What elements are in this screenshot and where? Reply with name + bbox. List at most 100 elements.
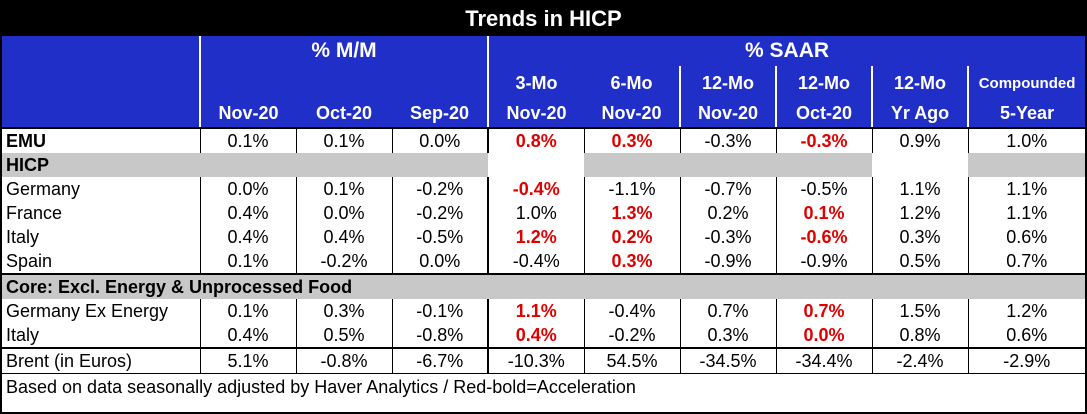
cell: -0.9%	[775, 249, 873, 275]
cell: 0.8%	[871, 323, 969, 349]
cell: 0.7%	[967, 249, 1086, 275]
cell: 1.1%	[967, 201, 1086, 225]
cell: 0.4%	[295, 225, 392, 249]
section-band-core: Core: Excl. Energy & Unprocessed Food	[2, 274, 1086, 299]
band-cell	[776, 153, 873, 177]
header-blank	[2, 99, 200, 129]
cell: 0.1%	[199, 249, 296, 275]
cell: 54.5%	[583, 348, 681, 373]
table-row-italy-core: Italy 0.4% 0.5% -0.8% 0.4% -0.2% 0.3% 0.…	[2, 323, 1086, 349]
cell: 0.1%	[199, 128, 296, 153]
band-cell	[776, 274, 873, 299]
cell: 0.7%	[679, 299, 777, 323]
cell: 0.0%	[391, 249, 489, 275]
header-period: 12-Mo	[679, 66, 777, 99]
header-blank	[2, 66, 200, 99]
cell: 0.3%	[583, 128, 681, 153]
header-period	[296, 66, 392, 99]
cell: -0.4%	[487, 177, 585, 201]
header-period	[199, 66, 296, 99]
cell: -0.3%	[775, 128, 873, 153]
cell: -0.5%	[775, 177, 873, 201]
section-label: HICP	[2, 153, 200, 177]
band-cell	[488, 153, 585, 177]
cell: 5.1%	[199, 348, 296, 373]
row-label: France	[6, 202, 63, 223]
cell: 1.2%	[967, 299, 1086, 323]
cell: 1.5%	[871, 299, 969, 323]
hicp-table: % M/M % SAAR 3-Mo 6-Mo 12-Mo 12-Mo 12-Mo…	[2, 36, 1086, 373]
header-date: Nov-20	[679, 99, 777, 129]
header-date: Nov-20	[487, 99, 585, 129]
cell: 1.2%	[871, 201, 969, 225]
band-cell	[200, 153, 296, 177]
cell: 0.9%	[871, 128, 969, 153]
cell: 0.3%	[871, 225, 969, 249]
cell: 0.4%	[199, 201, 296, 225]
cell: -0.2%	[391, 201, 489, 225]
cell: 0.3%	[295, 299, 392, 323]
cell: 0.7%	[775, 299, 873, 323]
band-cell	[584, 274, 681, 299]
cell: 1.1%	[487, 299, 585, 323]
cell: -2.4%	[871, 348, 969, 373]
cell: -0.9%	[679, 249, 777, 275]
cell: 0.1%	[295, 177, 392, 201]
cell: -0.6%	[775, 225, 873, 249]
cell: 0.4%	[199, 225, 296, 249]
header-period: 12-Mo	[775, 66, 873, 99]
cell: -0.5%	[391, 225, 489, 249]
cell: -10.3%	[487, 348, 585, 373]
cell: 1.0%	[967, 128, 1086, 153]
footnote: Based on data seasonally adjusted by Hav…	[2, 373, 1085, 400]
cell: -0.7%	[679, 177, 777, 201]
cell: 0.0%	[295, 201, 392, 225]
header-period: 12-Mo	[871, 66, 969, 99]
cell: -0.2%	[583, 323, 681, 349]
row-label: EMU	[6, 130, 46, 151]
header-period: 3-Mo	[487, 66, 585, 99]
cell: -0.1%	[391, 299, 489, 323]
cell: 0.0%	[199, 177, 296, 201]
header-period: Compounded	[967, 66, 1086, 99]
cell: -0.3%	[679, 225, 777, 249]
cell: 0.3%	[679, 323, 777, 349]
cell: 0.5%	[295, 323, 392, 349]
band-cell	[680, 274, 777, 299]
cell: -0.3%	[679, 128, 777, 153]
cell: 0.4%	[487, 323, 585, 349]
cell: 1.2%	[487, 225, 585, 249]
cell: -0.2%	[295, 249, 392, 275]
cell: 0.6%	[967, 225, 1086, 249]
header-blank	[2, 36, 200, 67]
band-cell	[872, 153, 969, 177]
cell: -2.9%	[967, 348, 1086, 373]
header-date: Oct-20	[296, 99, 392, 129]
band-cell	[680, 153, 777, 177]
band-cell	[968, 274, 1086, 299]
row-label: Brent (in Euros)	[6, 350, 133, 371]
band-cell	[968, 153, 1086, 177]
cell: 0.4%	[199, 323, 296, 349]
header-date: Yr Ago	[871, 99, 969, 129]
header-period: 6-Mo	[584, 66, 681, 99]
cell: 1.0%	[487, 201, 585, 225]
cell: 0.1%	[295, 128, 392, 153]
cell: 0.8%	[487, 128, 585, 153]
cell: -0.4%	[583, 299, 681, 323]
cell: -0.8%	[391, 323, 489, 349]
header-date: Nov-20	[199, 99, 296, 129]
table-row-france: France 0.4% 0.0% -0.2% 1.0% 1.3% 0.2% 0.…	[2, 201, 1086, 225]
band-cell	[392, 153, 489, 177]
cell: 0.0%	[391, 128, 489, 153]
cell: -34.4%	[775, 348, 873, 373]
table-row-germany: Germany 0.0% 0.1% -0.2% -0.4% -1.1% -0.7…	[2, 177, 1086, 201]
cell: -0.2%	[391, 177, 489, 201]
cell: -6.7%	[391, 348, 489, 373]
header-date: 5-Year	[967, 99, 1086, 129]
cell: 0.5%	[871, 249, 969, 275]
cell: 0.2%	[583, 225, 681, 249]
cell: -0.8%	[295, 348, 392, 373]
cell: -34.5%	[679, 348, 777, 373]
cell: 1.1%	[871, 177, 969, 201]
